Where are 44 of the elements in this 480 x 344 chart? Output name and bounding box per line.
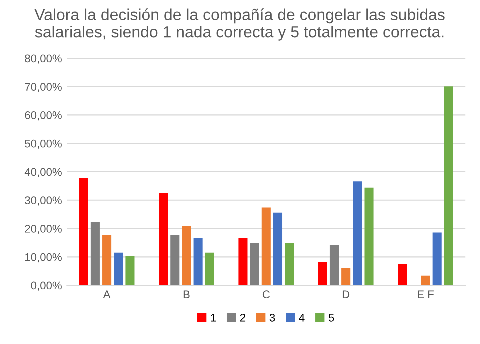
bar <box>194 238 203 286</box>
y-tick-label: 40,00% <box>24 168 62 178</box>
bar <box>238 238 248 286</box>
legend-label: 1 <box>211 314 216 322</box>
bar <box>90 222 100 286</box>
legend-label: 2 <box>240 314 246 322</box>
bar <box>126 256 135 286</box>
y-tick-label: 30,00% <box>25 196 62 206</box>
x-tick-label: D <box>342 290 350 298</box>
bar <box>79 178 88 286</box>
bar <box>285 243 294 286</box>
legend-label: 5 <box>328 314 334 322</box>
bar <box>364 188 374 286</box>
y-tick-label: 20,00% <box>25 225 62 234</box>
bar <box>342 268 351 286</box>
y-tick-label: 50,00% <box>25 140 62 150</box>
bar <box>330 246 340 286</box>
x-tick-label: C <box>262 290 270 299</box>
bar <box>432 232 442 286</box>
x-tick-label: A <box>103 290 111 298</box>
bar <box>398 264 408 286</box>
legend-label: 4 <box>299 314 305 322</box>
legend-label: 3 <box>270 314 276 322</box>
bar <box>421 276 430 286</box>
bar <box>114 252 124 286</box>
y-tick-label: 80,00% <box>25 54 62 64</box>
bar <box>444 86 454 286</box>
bar <box>170 235 180 286</box>
bar <box>102 235 112 286</box>
bar <box>205 252 214 286</box>
bar <box>318 262 328 286</box>
y-tick-label: 70,00% <box>25 83 62 92</box>
y-tick-label: 0,00% <box>31 282 62 291</box>
x-tick-label: E F <box>418 290 434 298</box>
bar <box>353 182 362 286</box>
bar <box>159 193 168 286</box>
x-tick-label: B <box>184 290 190 298</box>
bar <box>250 243 260 286</box>
bar <box>182 226 192 286</box>
y-tick-label: 60,00% <box>25 112 62 121</box>
y-tick-label: 10,00% <box>26 253 62 263</box>
bar <box>273 212 283 286</box>
bar <box>262 208 271 286</box>
chart-title: Valora la decisión de la compañía de congelar las subidas salariales, siendo 1 nada correcta y 5 totalmente correcta. <box>34 8 445 41</box>
